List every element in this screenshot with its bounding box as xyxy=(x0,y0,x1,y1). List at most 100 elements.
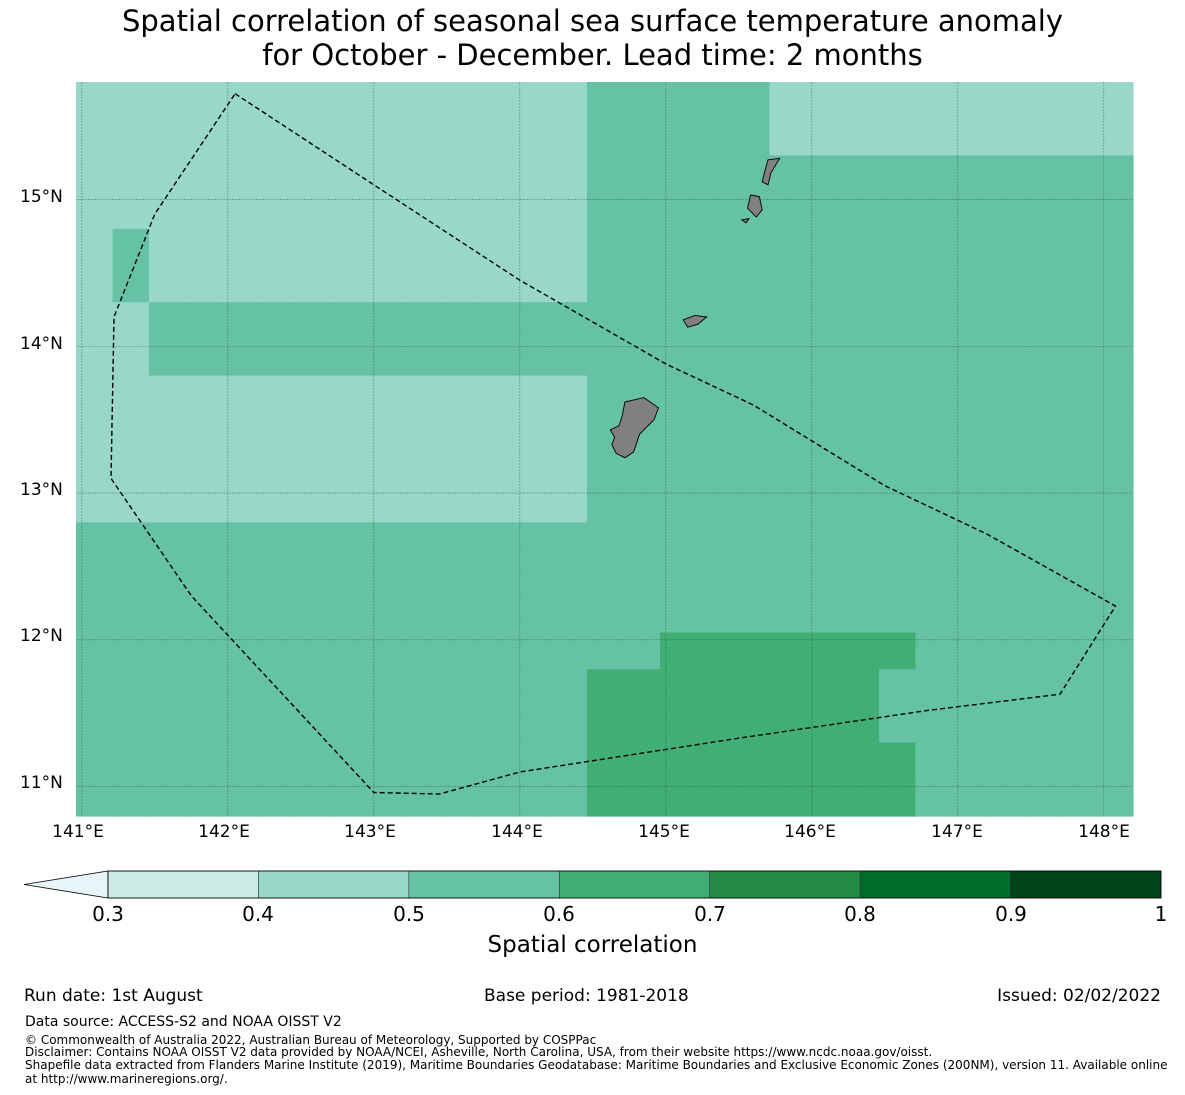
grid-cell xyxy=(185,669,223,707)
grid-cell xyxy=(477,595,515,634)
shapefile-credit-cont: at http://www.marineregions.org/. xyxy=(25,1072,228,1086)
grid-cell xyxy=(696,192,734,230)
grid-cell xyxy=(477,228,515,267)
grid-cell xyxy=(440,669,479,707)
grid-cell xyxy=(586,705,625,744)
grid-cell xyxy=(550,228,588,267)
grid-cell xyxy=(404,522,442,560)
grid-cell xyxy=(112,742,150,780)
grid-cell xyxy=(550,669,588,707)
grid-cell xyxy=(623,192,661,230)
grid-cell xyxy=(1024,595,1063,634)
grid-cell xyxy=(623,82,661,120)
grid-cell xyxy=(367,82,406,120)
grid-cell xyxy=(915,265,953,303)
grid-cell xyxy=(440,485,479,523)
grid-cell xyxy=(1061,338,1099,377)
grid-cell xyxy=(148,449,187,487)
grid-cell xyxy=(951,375,990,413)
grid-cell xyxy=(221,669,260,707)
grid-cell xyxy=(1061,705,1099,744)
grid-cell xyxy=(367,742,406,780)
grid-cell xyxy=(76,522,114,560)
grid-cell xyxy=(221,595,260,634)
grid-cell xyxy=(513,779,552,817)
grid-cell xyxy=(440,192,479,230)
grid-cell xyxy=(1061,449,1099,487)
grid-cell xyxy=(331,522,369,560)
grid-cell xyxy=(586,265,625,303)
grid-cell xyxy=(805,522,844,560)
grid-cell xyxy=(221,82,260,120)
grid-cell xyxy=(951,485,990,523)
grid-cell xyxy=(586,228,625,267)
lon-label: 143°E xyxy=(344,822,396,842)
grid-cell xyxy=(732,338,771,377)
lon-label: 146°E xyxy=(784,822,836,842)
grid-cell xyxy=(294,338,333,377)
island-aguijan xyxy=(740,217,750,224)
grid-cell xyxy=(988,779,1026,817)
grid-cell xyxy=(988,228,1026,267)
grid-cell xyxy=(951,559,990,597)
grid-cell xyxy=(915,779,953,817)
grid-cell xyxy=(988,155,1026,193)
grid-cell xyxy=(76,375,114,413)
grid-cell xyxy=(623,228,661,267)
grid-cell xyxy=(878,375,917,413)
grid-cell xyxy=(331,485,369,523)
grid-cell xyxy=(513,632,552,670)
grid-cell xyxy=(842,228,880,267)
grid-cell xyxy=(76,265,114,303)
grid-cell xyxy=(112,375,150,413)
disclaimer: Disclaimer: Contains NOAA OISST V2 data … xyxy=(25,1045,933,1059)
grid-cell xyxy=(732,118,771,156)
grid-cell xyxy=(513,228,552,267)
grid-cell xyxy=(112,559,150,597)
grid-cell xyxy=(915,705,953,744)
grid-cell xyxy=(477,742,515,780)
grid-cell xyxy=(367,375,406,413)
grid-cell xyxy=(148,559,187,597)
grid-cell xyxy=(331,302,369,340)
grid-cell xyxy=(951,632,990,670)
grid-cell xyxy=(258,705,296,744)
grid-cell xyxy=(1061,265,1099,303)
grid-cell xyxy=(367,412,406,450)
grid-cell xyxy=(331,192,369,230)
grid-cell xyxy=(1024,192,1063,230)
grid-cell xyxy=(440,412,479,450)
lon-label: 147°E xyxy=(931,822,983,842)
grid-cell xyxy=(76,82,114,120)
grid-cell xyxy=(586,449,625,487)
grid-cell xyxy=(367,338,406,377)
grid-cell xyxy=(586,82,625,120)
grid-cell xyxy=(623,522,661,560)
grid-cell xyxy=(623,265,661,303)
grid-cell xyxy=(769,779,807,817)
grid-cell xyxy=(878,485,917,523)
grid-cell xyxy=(951,779,990,817)
grid-cell xyxy=(185,559,223,597)
grid-cell xyxy=(221,118,260,156)
grid-cell xyxy=(331,375,369,413)
grid-cell xyxy=(294,559,333,597)
grid-cell xyxy=(550,155,588,193)
grid-cell xyxy=(586,595,625,634)
grid-cell xyxy=(878,192,917,230)
grid-cell xyxy=(769,522,807,560)
grid-cell xyxy=(294,412,333,450)
grid-cell xyxy=(477,82,515,120)
grid-cell xyxy=(513,302,552,340)
grid-cell xyxy=(878,155,917,193)
grid-cell xyxy=(842,375,880,413)
grid-cell xyxy=(878,449,917,487)
grid-cell xyxy=(586,375,625,413)
grid-cell xyxy=(769,559,807,597)
grid-cell xyxy=(586,632,625,670)
grid-cell xyxy=(878,632,917,670)
grid-cell xyxy=(148,155,187,193)
grid-cell xyxy=(696,595,734,634)
grid-cell xyxy=(586,559,625,597)
grid-cell xyxy=(404,742,442,780)
